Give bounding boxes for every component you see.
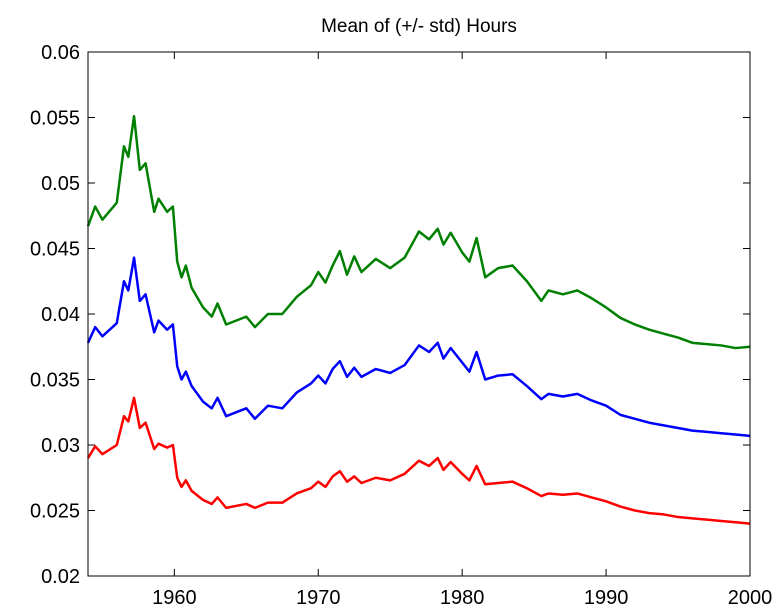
x-tick-label: 1970: [296, 587, 341, 609]
plot-area: [88, 52, 750, 576]
y-tick-label: 0.045: [30, 239, 80, 261]
x-tick-label: 1980: [440, 587, 485, 609]
chart-title: Mean of (+/- std) Hours: [321, 16, 517, 37]
y-tick-label: 0.04: [41, 304, 80, 326]
plot-frame: [87, 51, 751, 577]
x-tick-label: 1990: [584, 587, 629, 609]
y-tick-label: 0.05: [41, 173, 80, 195]
x-tick-label: 1960: [152, 587, 197, 609]
series-line: [86, 114, 751, 350]
y-tick-label: 0.02: [41, 566, 80, 588]
y-tick-label: 0.055: [30, 108, 80, 130]
y-tick-label: 0.025: [30, 501, 80, 523]
x-tick-label: 2000: [728, 587, 773, 609]
series-line: [86, 256, 751, 438]
y-tick-label: 0.06: [41, 42, 80, 64]
y-tick-label: 0.035: [30, 370, 80, 392]
y-tick-label: 0.03: [41, 435, 80, 457]
series-line: [86, 396, 751, 525]
